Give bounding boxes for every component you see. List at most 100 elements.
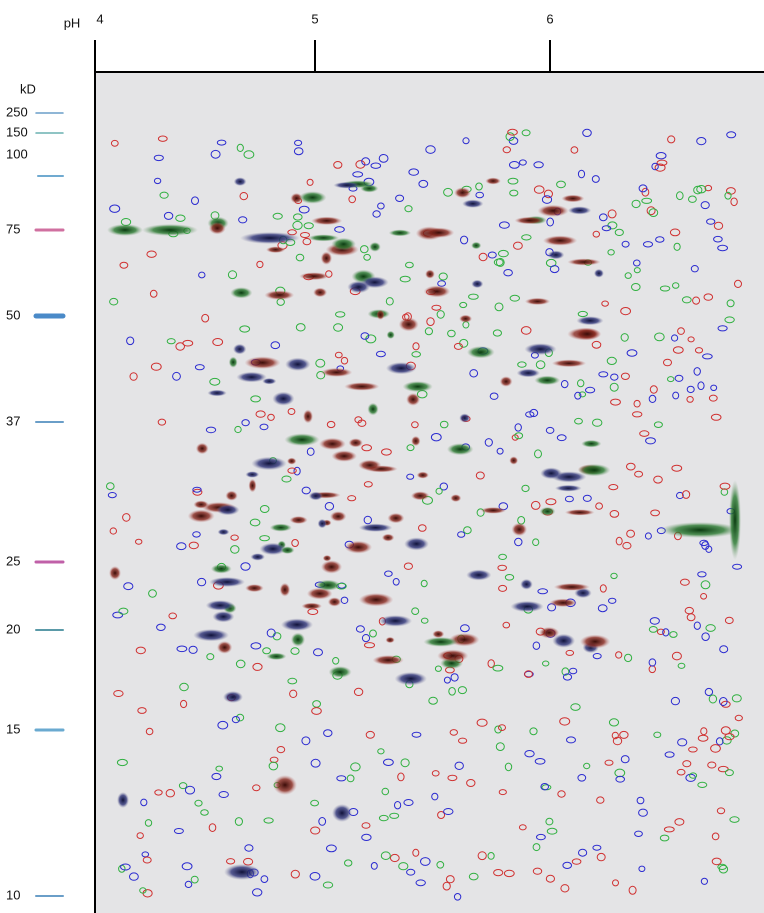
spot-blob	[534, 376, 560, 385]
spot-blob	[217, 641, 232, 654]
spot-blob	[107, 224, 143, 236]
spot-blob	[437, 650, 468, 663]
ph-tick-label: 6	[546, 11, 553, 26]
ph-tick-label: 5	[311, 11, 318, 26]
spot-blob	[299, 191, 327, 204]
spot-blob	[580, 635, 610, 649]
spot-blob	[447, 443, 474, 455]
ph-unit: pH	[64, 15, 81, 30]
spot-blob	[301, 603, 322, 610]
spot-blob	[373, 655, 404, 665]
spot-blob	[316, 580, 341, 591]
spot-blob	[249, 479, 257, 493]
spot-blob	[209, 222, 226, 234]
spot-blob	[561, 195, 584, 203]
spot-blob	[347, 281, 370, 293]
spot-blob	[395, 672, 427, 685]
spot-blob	[216, 505, 239, 516]
spot-blob	[224, 864, 260, 880]
spot-blob	[266, 246, 285, 253]
spot-blob	[367, 403, 378, 416]
spot-blob	[299, 272, 329, 280]
spot-blob	[411, 491, 430, 500]
spot-blob	[539, 627, 559, 639]
spot-blob	[284, 433, 319, 446]
spot-blob	[328, 597, 341, 606]
spot-blob	[211, 564, 232, 573]
spot-blob	[411, 436, 420, 446]
spot-blob	[230, 287, 252, 298]
spot-blob	[510, 601, 543, 612]
spot-blob	[331, 450, 357, 461]
spot-blob	[266, 653, 286, 660]
spot-blob	[193, 500, 208, 508]
spot-blob	[454, 187, 471, 198]
kd-label: 10	[6, 887, 20, 902]
spot-blob	[406, 393, 420, 406]
spot-blob	[389, 230, 411, 237]
spot-blob	[515, 217, 544, 224]
spot-blob	[331, 238, 356, 251]
spot-blob	[270, 524, 292, 532]
spot-blob	[549, 599, 577, 607]
spot-blob	[471, 280, 483, 288]
kd-label: 25	[6, 553, 20, 568]
spot-blob	[432, 630, 444, 638]
spot-blob	[517, 369, 540, 378]
spot-blob	[109, 566, 121, 580]
kd-label: 75	[6, 221, 20, 236]
spot-blob	[233, 344, 246, 355]
spot-blob	[250, 553, 265, 560]
spot-blob	[291, 633, 305, 647]
spot-blob	[512, 523, 528, 536]
spot-blob	[466, 570, 491, 581]
spot-blob	[264, 290, 294, 300]
spot-blob	[245, 356, 281, 369]
spot-blob	[538, 205, 569, 217]
spot-blob	[576, 316, 603, 325]
spot-blob	[329, 666, 352, 678]
spot-blob	[142, 224, 198, 236]
spot-blob	[281, 618, 313, 631]
spot-blob	[321, 560, 342, 573]
spot-blob	[729, 480, 741, 560]
spot-blob	[369, 242, 381, 252]
kd-label: 250	[6, 104, 28, 119]
spot-blob	[285, 358, 310, 371]
spot-blob	[540, 507, 556, 516]
spot-blob	[349, 438, 363, 447]
spot-blob	[321, 368, 353, 377]
kd-label: 20	[6, 621, 20, 636]
spot-blob	[209, 577, 245, 587]
spot-blob	[218, 529, 230, 535]
spot-blob	[290, 516, 308, 524]
spot-blob	[251, 457, 286, 470]
spot-blob	[330, 511, 346, 522]
spot-blob	[555, 485, 582, 492]
spot-blob	[450, 494, 461, 502]
spot-blob	[574, 328, 601, 340]
spot-blob	[303, 410, 313, 424]
spot-blob	[281, 546, 295, 554]
spot-blob	[245, 471, 259, 478]
spot-blob	[245, 584, 264, 592]
spot-blob	[206, 600, 235, 611]
spot-blob	[568, 206, 591, 214]
kd-unit: kD	[20, 81, 36, 96]
spot-blob	[207, 390, 226, 397]
spot-blob	[423, 637, 458, 647]
spot-blob	[459, 315, 472, 323]
spot-blob	[581, 440, 601, 448]
spot-blob	[287, 458, 296, 465]
spot-blob	[196, 443, 209, 454]
spot-blob	[552, 360, 586, 368]
spot-blob	[403, 381, 433, 392]
spot-blob	[240, 232, 300, 244]
spot-blob	[311, 217, 342, 225]
spot-blob	[225, 491, 237, 501]
spot-blob	[332, 804, 352, 822]
spot-blob	[417, 472, 429, 479]
spot-blob	[323, 555, 332, 561]
spot-blob	[387, 331, 395, 339]
spot-blob	[520, 579, 533, 590]
